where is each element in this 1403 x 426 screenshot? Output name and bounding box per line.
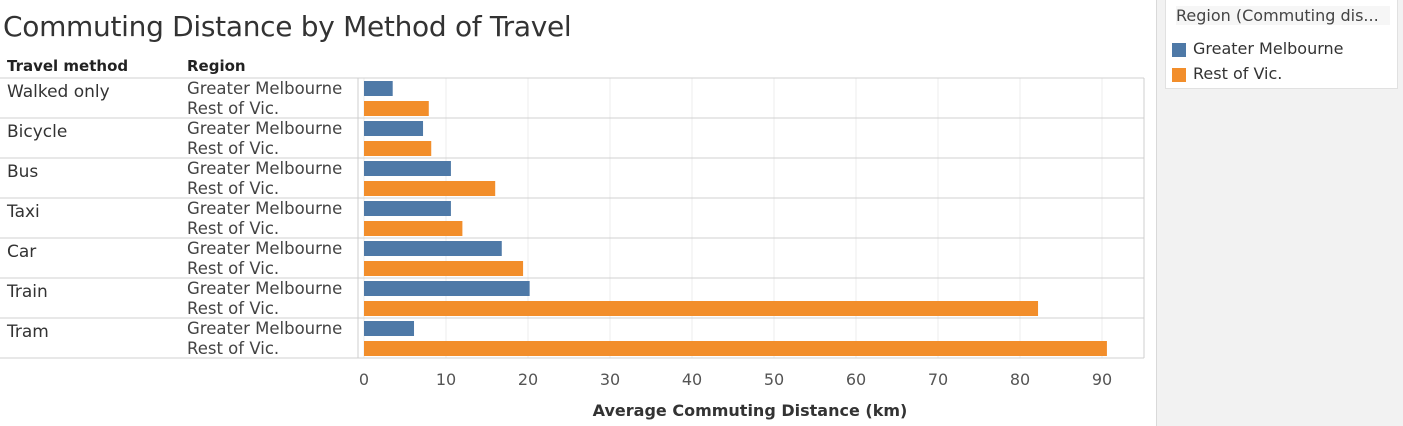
x-tick-label-50: 50 bbox=[764, 370, 784, 389]
legend: Region (Commuting dis... Greater Melbour… bbox=[1165, 0, 1398, 89]
bar-bicycle-greater-melbourne[interactable] bbox=[364, 121, 424, 136]
region-label-greater-melbourne: Greater Melbourne bbox=[187, 119, 342, 138]
x-tick-label-70: 70 bbox=[928, 370, 948, 389]
legend-label-greater-melbourne: Greater Melbourne bbox=[1193, 39, 1344, 58]
x-tick-label-80: 80 bbox=[1010, 370, 1030, 389]
region-label-rest-of-vic: Rest of Vic. bbox=[187, 99, 279, 118]
category-label-tram: Tram bbox=[6, 322, 49, 342]
region-label-rest-of-vic: Rest of Vic. bbox=[187, 339, 279, 358]
region-label-greater-melbourne: Greater Melbourne bbox=[187, 159, 342, 178]
x-tick-label-0: 0 bbox=[359, 370, 369, 389]
x-tick-label-20: 20 bbox=[518, 370, 538, 389]
region-label-rest-of-vic: Rest of Vic. bbox=[187, 179, 279, 198]
category-label-bicycle: Bicycle bbox=[7, 122, 67, 142]
legend-item-rest-of-vic[interactable]: Rest of Vic. bbox=[1172, 64, 1392, 85]
bar-train-greater-melbourne[interactable] bbox=[364, 281, 530, 296]
x-axis-label: Average Commuting Distance (km) bbox=[593, 401, 908, 420]
legend-item-greater-melbourne[interactable]: Greater Melbourne bbox=[1172, 39, 1392, 60]
bar-walked-only-greater-melbourne[interactable] bbox=[364, 81, 393, 96]
region-header: Region bbox=[187, 57, 246, 75]
region-label-greater-melbourne: Greater Melbourne bbox=[187, 279, 342, 298]
region-label-rest-of-vic: Rest of Vic. bbox=[187, 299, 279, 318]
x-tick-label-30: 30 bbox=[600, 370, 620, 389]
bar-walked-only-rest-of-vic[interactable] bbox=[364, 101, 429, 116]
region-label-rest-of-vic: Rest of Vic. bbox=[187, 139, 279, 158]
region-label-greater-melbourne: Greater Melbourne bbox=[187, 79, 342, 98]
legend-label-rest-of-vic: Rest of Vic. bbox=[1193, 64, 1283, 83]
bar-bus-greater-melbourne[interactable] bbox=[364, 161, 451, 176]
region-label-rest-of-vic: Rest of Vic. bbox=[187, 259, 279, 278]
bar-taxi-rest-of-vic[interactable] bbox=[364, 221, 463, 236]
travel-method-header: Travel method bbox=[7, 57, 129, 75]
bar-bicycle-rest-of-vic[interactable] bbox=[364, 141, 432, 156]
bar-train-rest-of-vic[interactable] bbox=[364, 301, 1039, 316]
region-label-greater-melbourne: Greater Melbourne bbox=[187, 239, 342, 258]
region-label-greater-melbourne: Greater Melbourne bbox=[187, 319, 342, 338]
bar-car-rest-of-vic[interactable] bbox=[364, 261, 524, 276]
category-label-bus: Bus bbox=[7, 162, 38, 182]
legend-swatch-greater-melbourne bbox=[1172, 43, 1186, 57]
x-tick-label-10: 10 bbox=[436, 370, 456, 389]
category-label-car: Car bbox=[7, 242, 36, 262]
category-label-walked-only: Walked only bbox=[7, 82, 110, 102]
chart-title: Commuting Distance by Method of Travel bbox=[3, 10, 572, 43]
bar-bus-rest-of-vic[interactable] bbox=[364, 181, 496, 196]
category-label-train: Train bbox=[6, 282, 48, 302]
region-label-greater-melbourne: Greater Melbourne bbox=[187, 199, 342, 218]
bar-tram-rest-of-vic[interactable] bbox=[364, 341, 1107, 356]
x-tick-label-40: 40 bbox=[682, 370, 702, 389]
bar-car-greater-melbourne[interactable] bbox=[364, 241, 502, 256]
x-tick-label-90: 90 bbox=[1092, 370, 1112, 389]
bar-tram-greater-melbourne[interactable] bbox=[364, 321, 415, 336]
x-tick-label-60: 60 bbox=[846, 370, 866, 389]
category-label-taxi: Taxi bbox=[6, 202, 40, 222]
legend-title: Region (Commuting dis... bbox=[1176, 6, 1390, 25]
legend-swatch-rest-of-vic bbox=[1172, 68, 1186, 82]
bar-taxi-greater-melbourne[interactable] bbox=[364, 201, 451, 216]
region-label-rest-of-vic: Rest of Vic. bbox=[187, 219, 279, 238]
